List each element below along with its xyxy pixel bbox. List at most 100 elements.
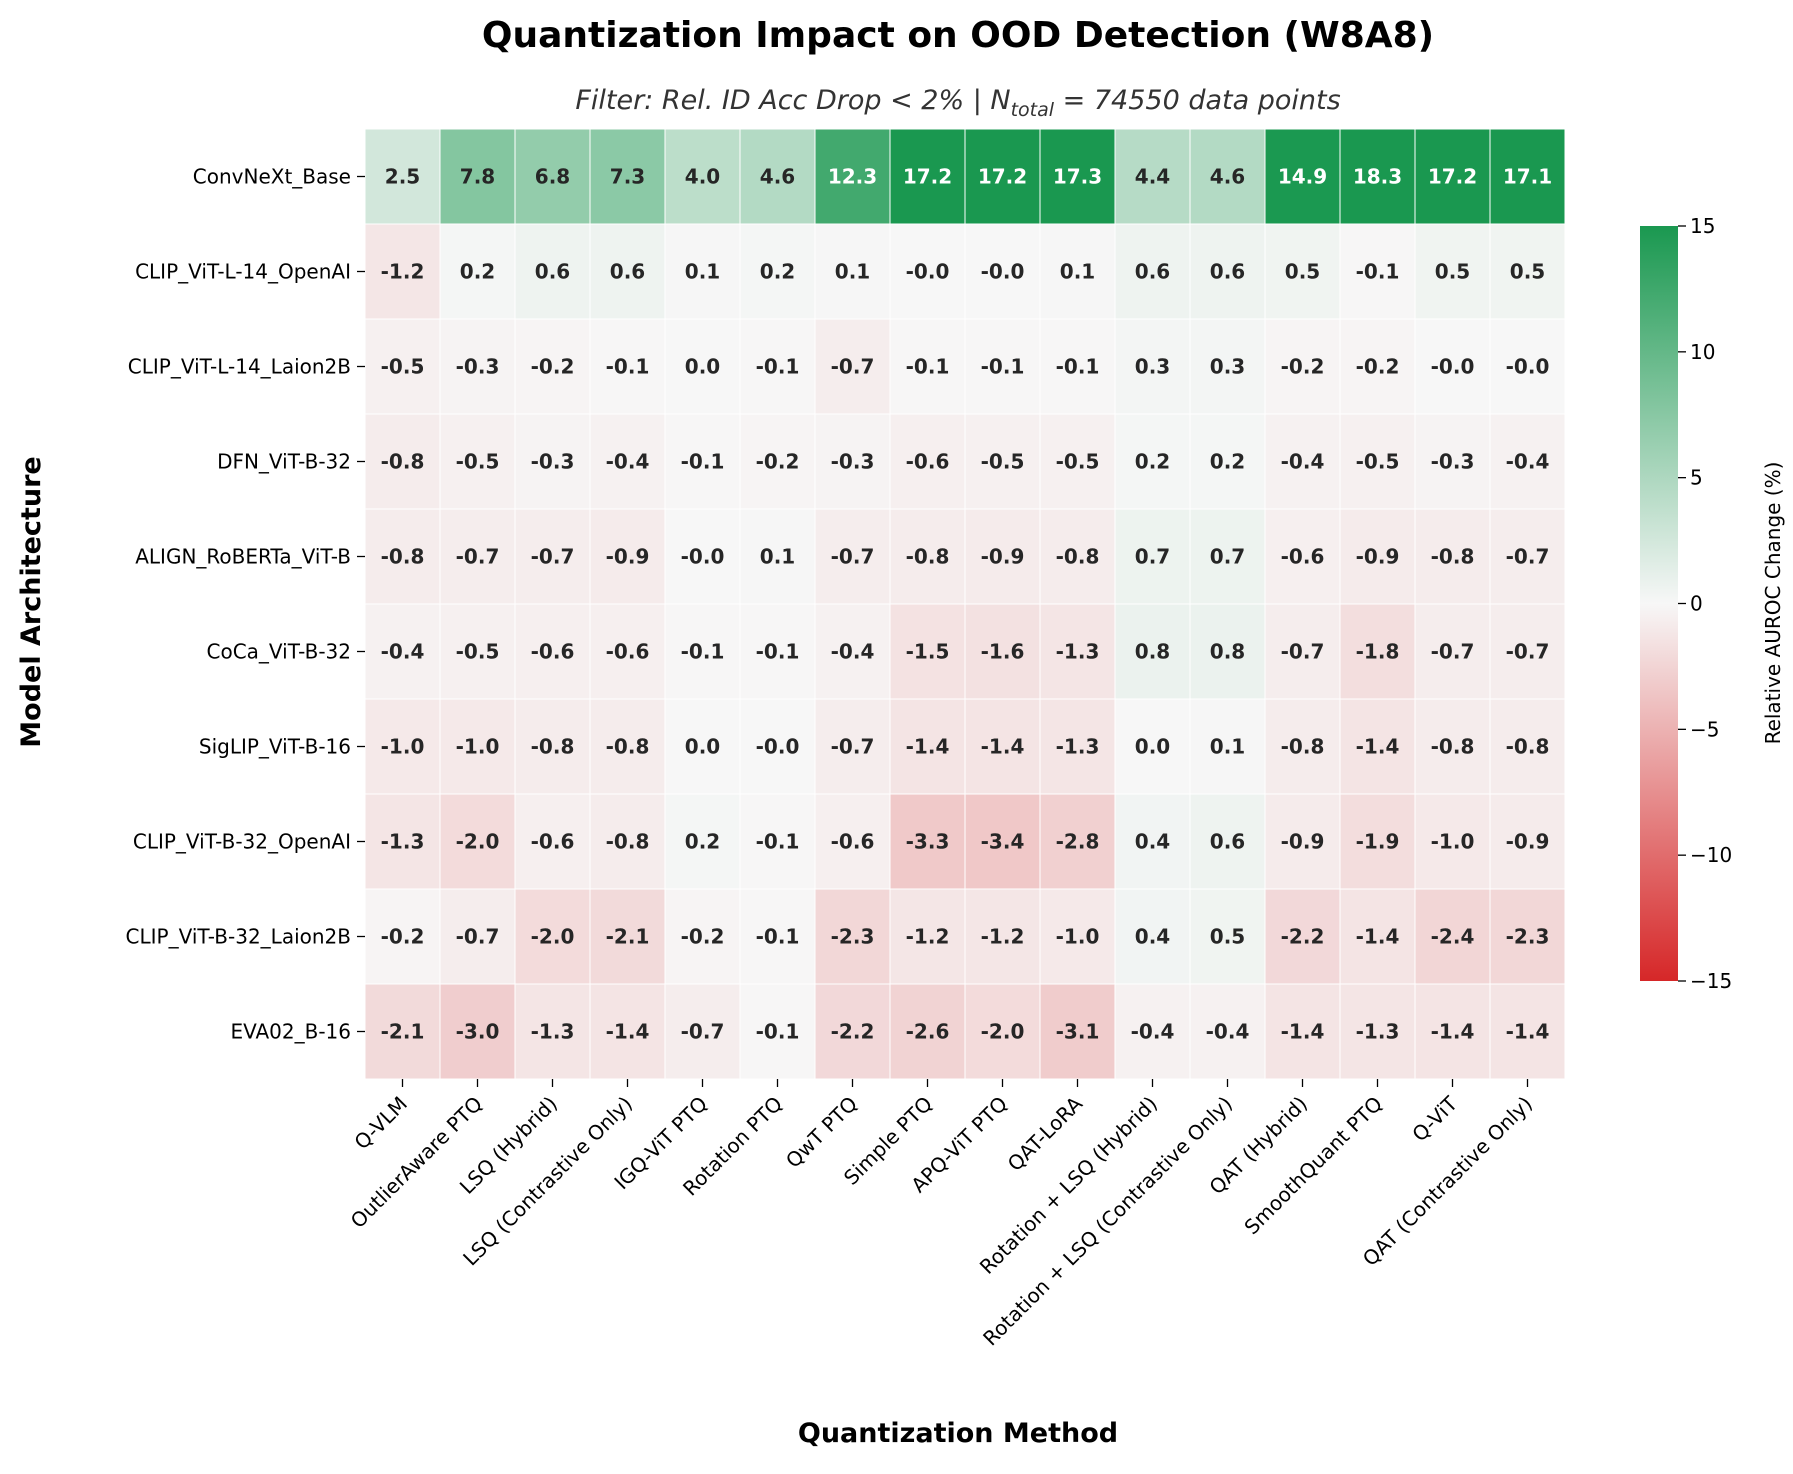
heatmap-cell xyxy=(514,603,591,700)
colorbar-title: Relative AUROC Change (%) xyxy=(1761,462,1785,745)
heatmap-cell xyxy=(1414,223,1491,320)
chart-subtitle: Filter: Rel. ID Acc Drop < 2% | Ntotal =… xyxy=(575,85,1340,121)
cell-value-label: -1.4 xyxy=(1356,925,1400,949)
cell-value-label: 4.4 xyxy=(1135,165,1170,189)
cell-value-label: -0.5 xyxy=(456,450,500,474)
heatmap-cell xyxy=(1264,983,1341,1080)
heatmap-cell xyxy=(664,983,741,1080)
cell-value-label: -0.2 xyxy=(756,450,800,474)
cell-value-label: -0.8 xyxy=(531,735,575,759)
cell-value-label: -1.4 xyxy=(1431,1020,1475,1044)
cell-value-label: -0.8 xyxy=(1431,735,1475,759)
heatmap-cell xyxy=(1264,223,1341,320)
cell-value-label: -1.0 xyxy=(456,735,500,759)
row-tick-label: SigLIP_ViT-B-16 xyxy=(199,735,351,759)
cell-value-label: -1.4 xyxy=(1281,1020,1325,1044)
cell-value-label: 7.8 xyxy=(460,165,495,189)
cell-value-label: 0.1 xyxy=(1210,735,1245,759)
cell-value-label: -0.1 xyxy=(1356,260,1400,284)
heatmap-cell xyxy=(514,983,591,1080)
cell-value-label: -2.1 xyxy=(606,925,650,949)
heatmap-cell xyxy=(1039,888,1116,985)
heatmap-cell xyxy=(814,698,891,795)
chart-title: Quantization Impact on OOD Detection (W8… xyxy=(482,15,1434,56)
heatmap-cell xyxy=(739,888,816,985)
cell-value-label: -1.3 xyxy=(531,1020,575,1044)
heatmap-cell xyxy=(1414,603,1491,700)
cell-value-label: -0.4 xyxy=(1206,1020,1250,1044)
cell-value-label: 0.5 xyxy=(1285,260,1320,284)
row-tick-label: DFN_ViT-B-32 xyxy=(217,450,351,474)
cell-value-label: 0.1 xyxy=(760,545,795,569)
heatmap-cell xyxy=(1489,793,1566,890)
cell-value-label: -0.7 xyxy=(831,355,875,379)
cell-value-label: -1.0 xyxy=(381,735,425,759)
heatmap-cell xyxy=(589,983,666,1080)
cell-value-label: -0.2 xyxy=(681,925,725,949)
heatmap-cell xyxy=(814,223,891,320)
heatmap-cell xyxy=(1339,983,1416,1080)
cell-value-label: -0.4 xyxy=(381,640,425,664)
cell-value-label: -0.7 xyxy=(1506,640,1550,664)
heatmap-cell xyxy=(664,508,741,605)
cell-value-label: 0.3 xyxy=(1210,355,1245,379)
heatmap-cell xyxy=(889,603,966,700)
cell-value-label: -0.7 xyxy=(531,545,575,569)
colorbar xyxy=(1640,226,1678,981)
cell-value-label: -0.1 xyxy=(981,355,1025,379)
column-tick-label: OutlierAware PTQ xyxy=(346,1092,487,1233)
cell-value-label: 18.3 xyxy=(1353,165,1402,189)
cell-value-label: 4.6 xyxy=(1210,165,1245,189)
heatmap-cell xyxy=(1339,318,1416,415)
cell-value-label: 0.8 xyxy=(1210,640,1245,664)
heatmap-cell xyxy=(364,983,441,1080)
subtitle-prefix: Filter: Rel. ID Acc Drop < 2% | xyxy=(575,85,990,116)
heatmap-cell xyxy=(439,888,516,985)
cell-value-label: -0.9 xyxy=(1281,830,1325,854)
cell-value-label: 17.2 xyxy=(903,165,952,189)
heatmap-cell xyxy=(1414,698,1491,795)
cell-value-label: -3.1 xyxy=(1056,1020,1100,1044)
cell-value-label: -0.9 xyxy=(1506,830,1550,854)
heatmap-cell xyxy=(1114,508,1191,605)
heatmap-cell xyxy=(739,318,816,415)
heatmap-cell xyxy=(1489,698,1566,795)
heatmap-cell xyxy=(664,128,741,225)
row-tick-label: EVA02_B-16 xyxy=(230,1020,351,1044)
heatmap-cell xyxy=(1264,318,1341,415)
cell-value-label: -0.8 xyxy=(381,450,425,474)
cell-value-label: 0.7 xyxy=(1210,545,1245,569)
cell-value-label: -2.8 xyxy=(1056,830,1100,854)
cell-value-label: 0.2 xyxy=(685,830,720,854)
cell-value-label: -0.3 xyxy=(531,450,575,474)
heatmap-cell xyxy=(964,508,1041,605)
row-tick-label: CoCa_ViT-B-32 xyxy=(207,640,352,664)
heatmap-cell xyxy=(964,603,1041,700)
cell-value-label: -2.2 xyxy=(831,1020,875,1044)
cell-value-label: -2.1 xyxy=(381,1020,425,1044)
cell-value-label: 0.4 xyxy=(1135,925,1170,949)
cell-value-label: -0.8 xyxy=(1431,545,1475,569)
heatmap-cell xyxy=(514,223,591,320)
row-tick-labels: ConvNeXt_Base CLIP_ViT-L-14_OpenAI CLIP_Vi… xyxy=(126,165,365,1044)
heatmap-cell xyxy=(1339,793,1416,890)
heatmap-cell xyxy=(889,508,966,605)
cell-value-label: -2.0 xyxy=(981,1020,1025,1044)
heatmap-cell xyxy=(439,698,516,795)
heatmap-cell xyxy=(664,603,741,700)
heatmap-cell xyxy=(1189,128,1266,225)
heatmap-cell xyxy=(1339,888,1416,985)
cell-value-label: 12.3 xyxy=(828,165,877,189)
heatmap-cell xyxy=(1114,603,1191,700)
heatmap-cell xyxy=(664,318,741,415)
heatmap-cell xyxy=(1114,318,1191,415)
heatmap-cell xyxy=(364,223,441,320)
cell-value-label: -0.7 xyxy=(456,925,500,949)
cell-value-label: -0.9 xyxy=(606,545,650,569)
cell-value-label: -1.6 xyxy=(981,640,1025,664)
colorbar-tick-label: 0 xyxy=(1690,592,1703,616)
heatmap-cell xyxy=(1489,508,1566,605)
cell-value-label: 0.2 xyxy=(760,260,795,284)
heatmap-cell xyxy=(439,983,516,1080)
